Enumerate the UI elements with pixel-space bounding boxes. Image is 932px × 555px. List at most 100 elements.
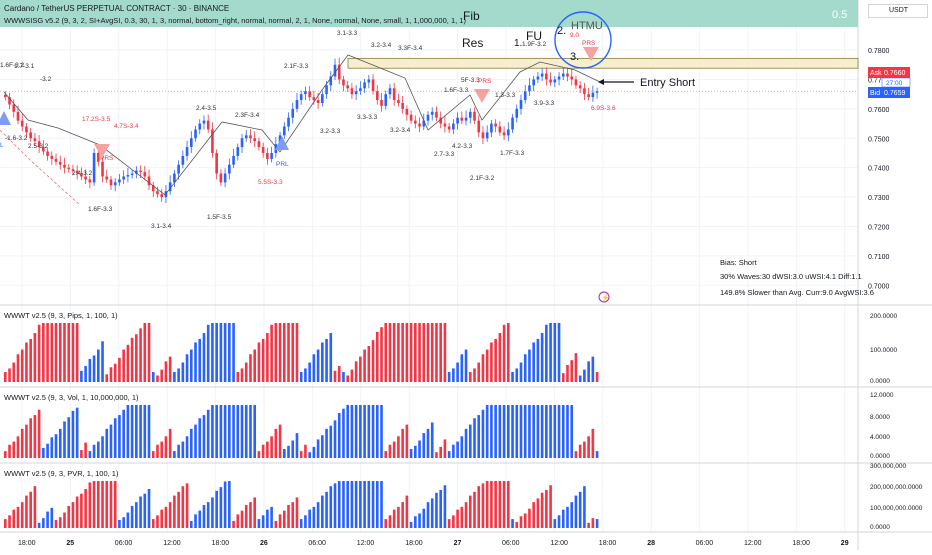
candle — [143, 172, 147, 177]
indicator-bar — [215, 490, 218, 528]
indicator-bar — [490, 405, 493, 458]
speed-stats: 149.8% Slower than Avg. Curr:9.0 AvgWSI:… — [720, 288, 874, 297]
candle — [418, 123, 421, 127]
indicator-bar — [50, 507, 54, 528]
indicator-bar — [25, 424, 28, 458]
indicator-bar — [426, 428, 430, 458]
indicator-bar — [113, 418, 117, 458]
indicator-bar — [211, 497, 214, 528]
candle — [430, 111, 434, 115]
sell-signal-triangle — [94, 144, 110, 158]
indicator-bar — [435, 492, 438, 528]
indicator-bar — [464, 349, 468, 382]
indicator-bar — [308, 509, 311, 528]
indicator-bar — [384, 519, 388, 528]
indicator-bar — [274, 323, 278, 382]
price-tick-label: 0.7000 — [868, 283, 890, 290]
indicator-bar — [257, 519, 261, 528]
time-axis-label: 06:00 — [115, 540, 133, 547]
wave-label: 3.2-3.4 — [390, 127, 411, 134]
candle — [151, 185, 155, 192]
ask-tag-label: Ask — [870, 70, 882, 77]
candle — [287, 117, 290, 127]
indicator-bar — [88, 358, 92, 382]
candle — [88, 179, 92, 183]
candle — [257, 141, 261, 148]
indicator-bar — [215, 323, 218, 382]
indicator-bar — [151, 519, 155, 528]
indicator-bar — [321, 495, 324, 528]
candle — [168, 182, 172, 192]
fib-value: 0.5 — [832, 9, 847, 21]
indicator-bar — [523, 405, 527, 458]
indicator-bar — [337, 412, 341, 458]
chart-title: Cardano / TetherUS PERPETUAL CONTRACT · … — [4, 4, 230, 13]
indicator-bar — [545, 324, 548, 382]
candle — [498, 126, 502, 133]
indicator-bar — [519, 405, 523, 458]
indicator-bar — [414, 516, 417, 528]
candle — [299, 94, 303, 101]
indicator-bar — [549, 323, 552, 382]
indicator-bar — [443, 485, 447, 528]
indicator-bar — [198, 418, 202, 458]
wave-label: 3.1-3.3 — [337, 30, 358, 37]
time-axis-label: 29 — [841, 540, 849, 547]
indicator-bar — [316, 349, 320, 382]
indicator-bar — [194, 514, 197, 528]
candle — [532, 79, 535, 86]
indicator-bar — [405, 424, 409, 458]
indicator-bar — [304, 444, 307, 458]
indicator-bar — [481, 483, 485, 528]
fu-number: 1. — [514, 38, 522, 49]
indicator-bar — [557, 515, 561, 528]
price-tick-label: 0.7700 — [868, 77, 890, 84]
three-label: 3. — [570, 51, 579, 63]
candle — [67, 167, 71, 170]
currency-selector[interactable]: USDT — [868, 4, 928, 18]
candle — [460, 117, 464, 121]
indicator-bar — [414, 323, 417, 382]
indicator-bar — [202, 333, 206, 382]
candle — [266, 152, 269, 159]
indicator-bar — [109, 481, 113, 528]
indicator-bar — [156, 375, 159, 382]
candle — [528, 85, 531, 92]
candle — [540, 73, 544, 77]
indicator-bar — [291, 502, 295, 528]
candle — [452, 123, 455, 130]
indicator-bar — [583, 441, 586, 458]
indicator-bar — [540, 492, 544, 528]
indicator-bar — [270, 506, 273, 528]
indicator-bar — [418, 440, 421, 458]
indicator-bar — [435, 452, 438, 458]
indicator-bar — [312, 446, 316, 458]
indicator-bar — [409, 521, 413, 528]
ask-price-bg — [882, 67, 910, 78]
indicator-bar — [545, 489, 548, 528]
indicator-bar — [4, 451, 7, 458]
indicator-bar — [202, 415, 206, 458]
indicator-bar — [130, 337, 134, 382]
indicator-bar — [583, 369, 586, 382]
bid-tag-label: Bid — [870, 90, 880, 97]
candle — [101, 161, 104, 177]
candle — [29, 132, 32, 139]
indicator-bar — [160, 441, 164, 458]
indicator-bar — [304, 515, 307, 528]
candle — [557, 76, 561, 80]
indicator-bar — [447, 371, 451, 382]
candle — [261, 147, 265, 153]
wave-label: PRS — [582, 40, 596, 47]
indicator-bar — [375, 405, 379, 458]
indicator-bar — [363, 481, 366, 528]
candle — [211, 129, 214, 153]
indicator-bar — [278, 514, 282, 528]
candle — [422, 120, 426, 127]
time-axis-label: 25 — [66, 540, 74, 547]
indicator-bar — [71, 410, 75, 458]
indicator-bar — [528, 508, 531, 528]
indicator-bar — [570, 502, 574, 528]
candle — [96, 152, 100, 162]
